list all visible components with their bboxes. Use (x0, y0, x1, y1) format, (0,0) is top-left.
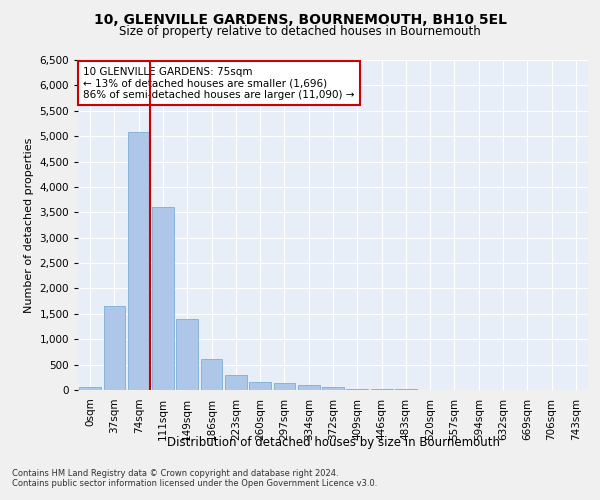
Bar (152, 207, 174, 390)
Bar (79, 386, 101, 390)
Bar (249, 382, 271, 390)
Bar (322, 387, 344, 390)
Bar (104, 306, 125, 390)
Text: Distribution of detached houses by size in Bournemouth: Distribution of detached houses by size … (167, 436, 500, 449)
Text: Size of property relative to detached houses in Bournemouth: Size of property relative to detached ho… (119, 25, 481, 38)
Bar (274, 384, 295, 390)
Bar (298, 385, 320, 390)
Text: 10, GLENVILLE GARDENS, BOURNEMOUTH, BH10 5EL: 10, GLENVILLE GARDENS, BOURNEMOUTH, BH10… (94, 12, 506, 26)
Bar (346, 388, 368, 390)
Text: Contains HM Land Registry data © Crown copyright and database right 2024.: Contains HM Land Registry data © Crown c… (12, 468, 338, 477)
Text: Contains public sector information licensed under the Open Government Licence v3: Contains public sector information licen… (12, 478, 377, 488)
Bar (200, 359, 223, 390)
Bar (371, 389, 392, 390)
Text: 10 GLENVILLE GARDENS: 75sqm
← 13% of detached houses are smaller (1,696)
86% of : 10 GLENVILLE GARDENS: 75sqm ← 13% of det… (83, 66, 355, 100)
Bar (225, 375, 247, 390)
Bar (176, 319, 198, 390)
Bar (128, 132, 149, 390)
Y-axis label: Number of detached properties: Number of detached properties (24, 138, 34, 312)
